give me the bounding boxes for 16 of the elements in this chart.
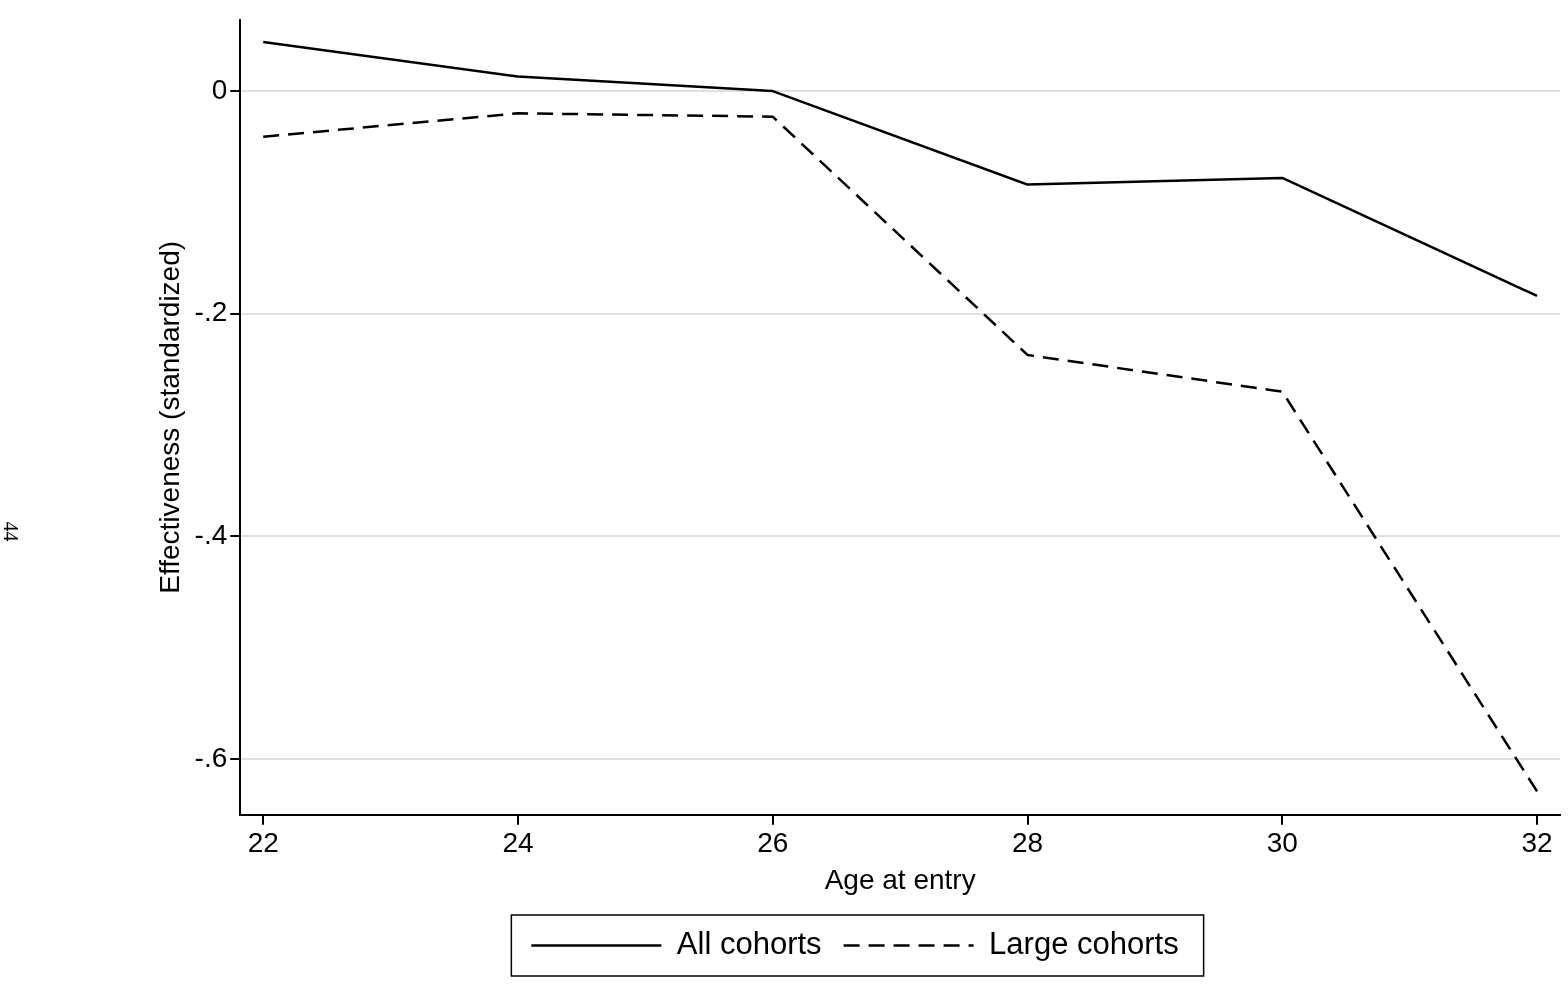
x-tick-label: 32 [1521,827,1553,859]
x-axis-title: Age at entry [824,863,976,895]
x-tick-label: 28 [1011,827,1044,859]
y-axis-title: Effectiveness (standardized) [153,240,185,594]
y-tick-label: -.4 [194,519,228,551]
x-tick-label: 22 [247,827,279,859]
text: 44 [0,521,22,542]
line-series [261,112,1539,793]
legend-label: Large cohorts [989,926,1179,962]
x-tick-label: 30 [1266,827,1298,859]
legend-label: All cohorts [676,926,822,962]
x-tick-label: 26 [757,827,789,859]
y-tick-label: -.6 [194,741,228,773]
y-tick-label: 0 [211,73,228,105]
x-tick-label: 24 [502,827,534,859]
y-tick-label: -.2 [194,296,228,328]
